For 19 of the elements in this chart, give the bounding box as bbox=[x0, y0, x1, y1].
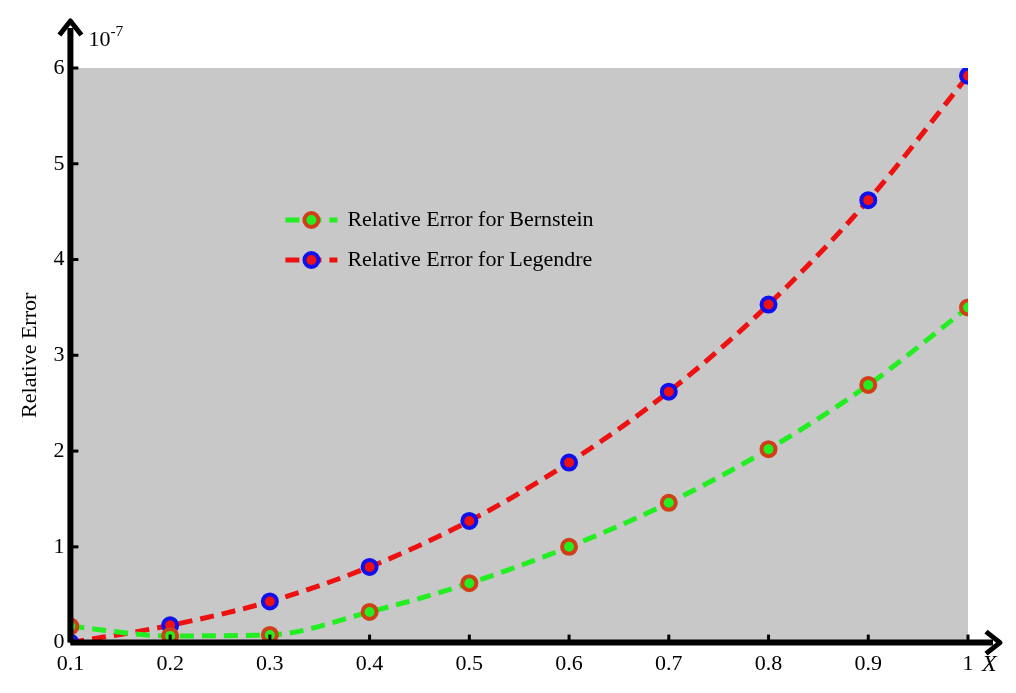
y-tick-label: 4 bbox=[53, 245, 65, 271]
x-tick-label: 0.7 bbox=[655, 649, 683, 675]
y-tick-label: 5 bbox=[53, 149, 65, 175]
y-axis-title: Relative Error bbox=[15, 292, 41, 418]
x-tick-label: 0.6 bbox=[555, 649, 583, 675]
x-tick-label: 0.8 bbox=[754, 649, 783, 675]
x-tick-label: 0.9 bbox=[854, 649, 883, 675]
y-tick-label: 2 bbox=[53, 436, 65, 462]
y-tick-label: 3 bbox=[53, 341, 65, 367]
legend-label: Relative Error for Legendre bbox=[347, 245, 593, 271]
legend-label: Relative Error for Bernstein bbox=[347, 205, 594, 231]
y-tick-label: 1 bbox=[53, 532, 65, 558]
y-tick-label: 6 bbox=[53, 53, 65, 79]
x-tick-label: 0.2 bbox=[156, 649, 184, 675]
x-tick-label: 0.3 bbox=[256, 649, 284, 675]
x-tick-label: 1 bbox=[962, 649, 974, 675]
x-tick-label: 0.4 bbox=[355, 649, 384, 675]
x-axis-title: X bbox=[981, 649, 998, 676]
x-tick-label: 0.5 bbox=[455, 649, 484, 675]
